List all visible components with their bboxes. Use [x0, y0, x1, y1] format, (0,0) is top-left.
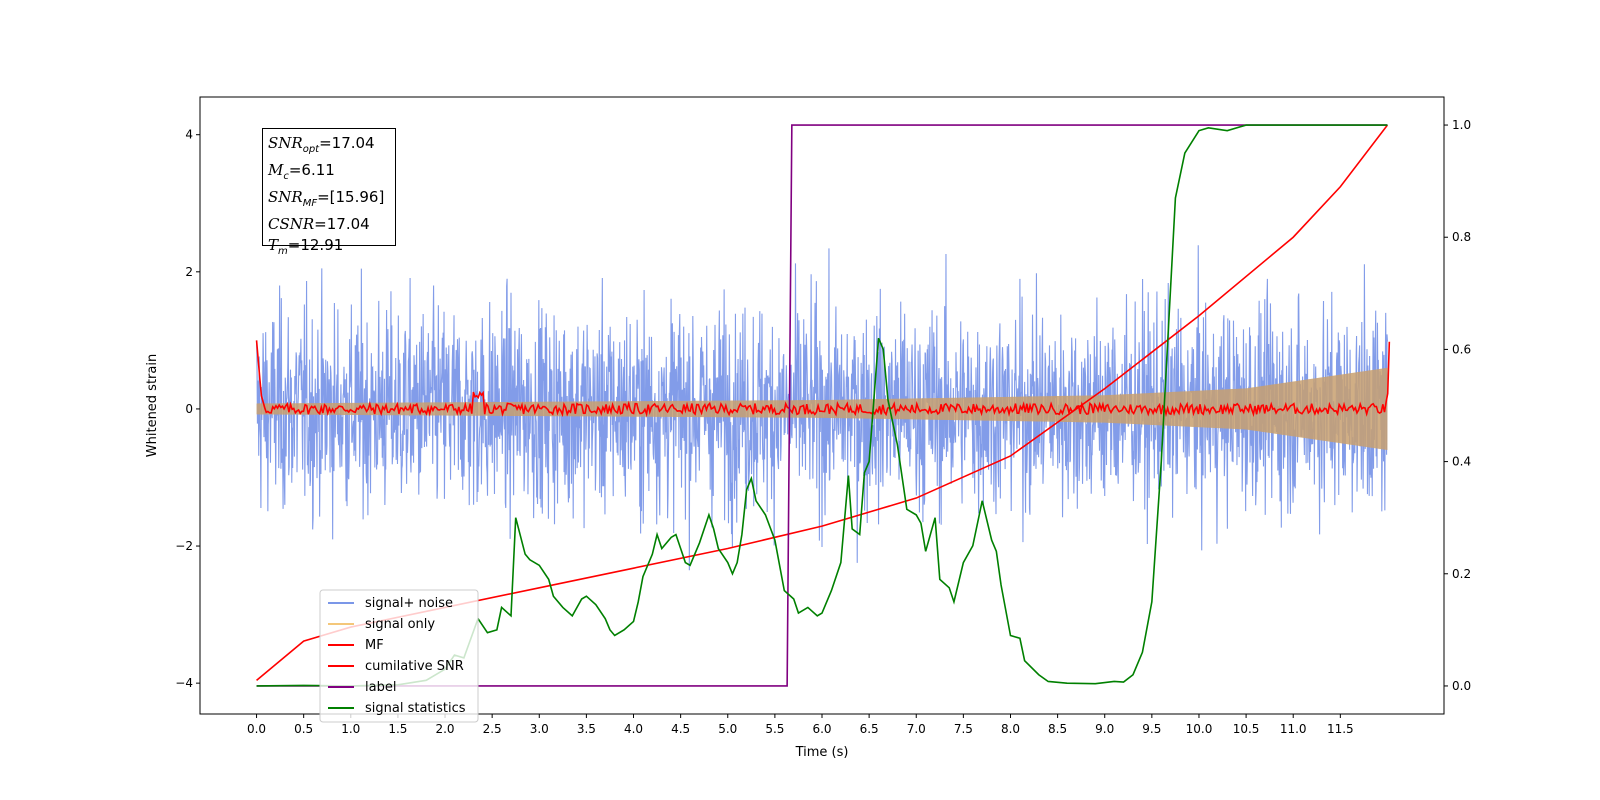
right-y-tick-label: 1.0 — [1452, 118, 1471, 132]
snr-mf-name: SNR — [268, 188, 303, 206]
snr-opt-sub: opt — [302, 144, 320, 155]
x-tick-label: 11.5 — [1327, 722, 1354, 736]
csnr-value: =17.04 — [314, 215, 370, 233]
right-y-tick-label: 0.8 — [1452, 230, 1471, 244]
x-tick-label: 3.0 — [530, 722, 549, 736]
right-y-axis-ticks: 1.0 0.8 0.6 0.4 0.2 0.0 — [1444, 118, 1471, 693]
signal-plus-noise-series — [256, 245, 1388, 571]
x-axis-ticks: 0.0 0.5 1.0 1.5 2.0 2.5 3.0 3.5 4.0 4.5 5.0 5.5 6.0 6… — [247, 714, 1354, 736]
mc-sub: c — [283, 171, 289, 182]
x-tick-label: 2.5 — [483, 722, 502, 736]
x-tick-label: 9.5 — [1142, 722, 1161, 736]
mc-value: =6.11 — [288, 161, 335, 179]
legend-label: signal only — [365, 617, 435, 632]
x-tick-label: 10.5 — [1233, 722, 1260, 736]
x-tick-label: 4.5 — [671, 722, 690, 736]
left-y-tick-label: 4 — [185, 128, 193, 142]
right-y-tick-label: 0.4 — [1452, 455, 1471, 469]
snr-mf-value: =[15.96] — [317, 188, 385, 206]
left-y-tick-label: −2 — [175, 539, 193, 553]
snr-opt-value: =17.04 — [319, 134, 375, 152]
legend-label: cumilative SNR — [365, 659, 464, 674]
legend-label: label — [365, 680, 396, 695]
legend-box — [319, 589, 479, 723]
csnr-name: CSNR — [268, 215, 315, 233]
left-y-tick-label: −4 — [175, 676, 193, 690]
snr-opt-line: SNRopt=17.04 — [268, 133, 390, 160]
legend-label: MF — [365, 638, 384, 653]
signal-only-fill — [256, 367, 1388, 451]
mc-line: Mc=6.11 — [268, 160, 390, 187]
signal-statistics-line — [256, 124, 1388, 687]
x-tick-label: 5.0 — [718, 722, 737, 736]
legend-label: signal+ noise — [365, 596, 453, 611]
tm-line: Tm=12.91 — [268, 235, 390, 262]
left-y-tick-label: 2 — [185, 265, 193, 279]
x-axis-label: Time (s) — [795, 745, 849, 760]
tm-name: T — [268, 236, 279, 254]
x-tick-label: 1.0 — [341, 722, 360, 736]
left-y-axis-ticks: 4 2 0 −2 −4 — [175, 128, 200, 690]
x-tick-label: 2.0 — [435, 722, 454, 736]
mf-line — [255, 340, 1391, 418]
x-tick-label: 10.0 — [1186, 722, 1213, 736]
stats-annotation-box: SNRopt=17.04 Mc=6.11 SNRMF=[15.96] CSNR=… — [262, 128, 396, 257]
x-tick-label: 9.0 — [1095, 722, 1114, 736]
x-tick-label: 7.0 — [907, 722, 926, 736]
legend: signal+ noise signal only MF cumilative SNR… — [319, 589, 479, 723]
x-tick-label: 5.5 — [765, 722, 784, 736]
x-tick-label: 8.5 — [1048, 722, 1067, 736]
snr-opt-name: SNR — [268, 134, 303, 152]
x-tick-label: 11.0 — [1280, 722, 1307, 736]
right-y-tick-label: 0.2 — [1452, 567, 1471, 581]
y-axis-label: Whitened strain — [145, 354, 160, 457]
tm-value: =12.91 — [287, 236, 344, 254]
x-tick-label: 6.5 — [860, 722, 879, 736]
x-tick-label: 3.5 — [577, 722, 596, 736]
x-tick-label: 4.0 — [624, 722, 643, 736]
x-tick-label: 0.5 — [294, 722, 313, 736]
x-tick-label: 6.0 — [812, 722, 831, 736]
x-tick-label: 0.0 — [247, 722, 266, 736]
tm-sub: m — [278, 246, 288, 257]
label-line — [256, 124, 1388, 687]
mc-name: M — [268, 161, 284, 179]
x-tick-label: 8.0 — [1001, 722, 1020, 736]
x-tick-label: 7.5 — [954, 722, 973, 736]
snr-mf-line: SNRMF=[15.96] — [268, 187, 390, 214]
right-y-tick-label: 0.0 — [1452, 679, 1471, 693]
legend-label: signal statistics — [365, 701, 466, 716]
snr-mf-sub: MF — [302, 198, 318, 209]
left-y-tick-label: 0 — [185, 402, 193, 416]
x-tick-label: 1.5 — [388, 722, 407, 736]
csnr-line: CSNR=17.04 — [268, 214, 390, 235]
right-y-tick-label: 0.6 — [1452, 342, 1471, 356]
